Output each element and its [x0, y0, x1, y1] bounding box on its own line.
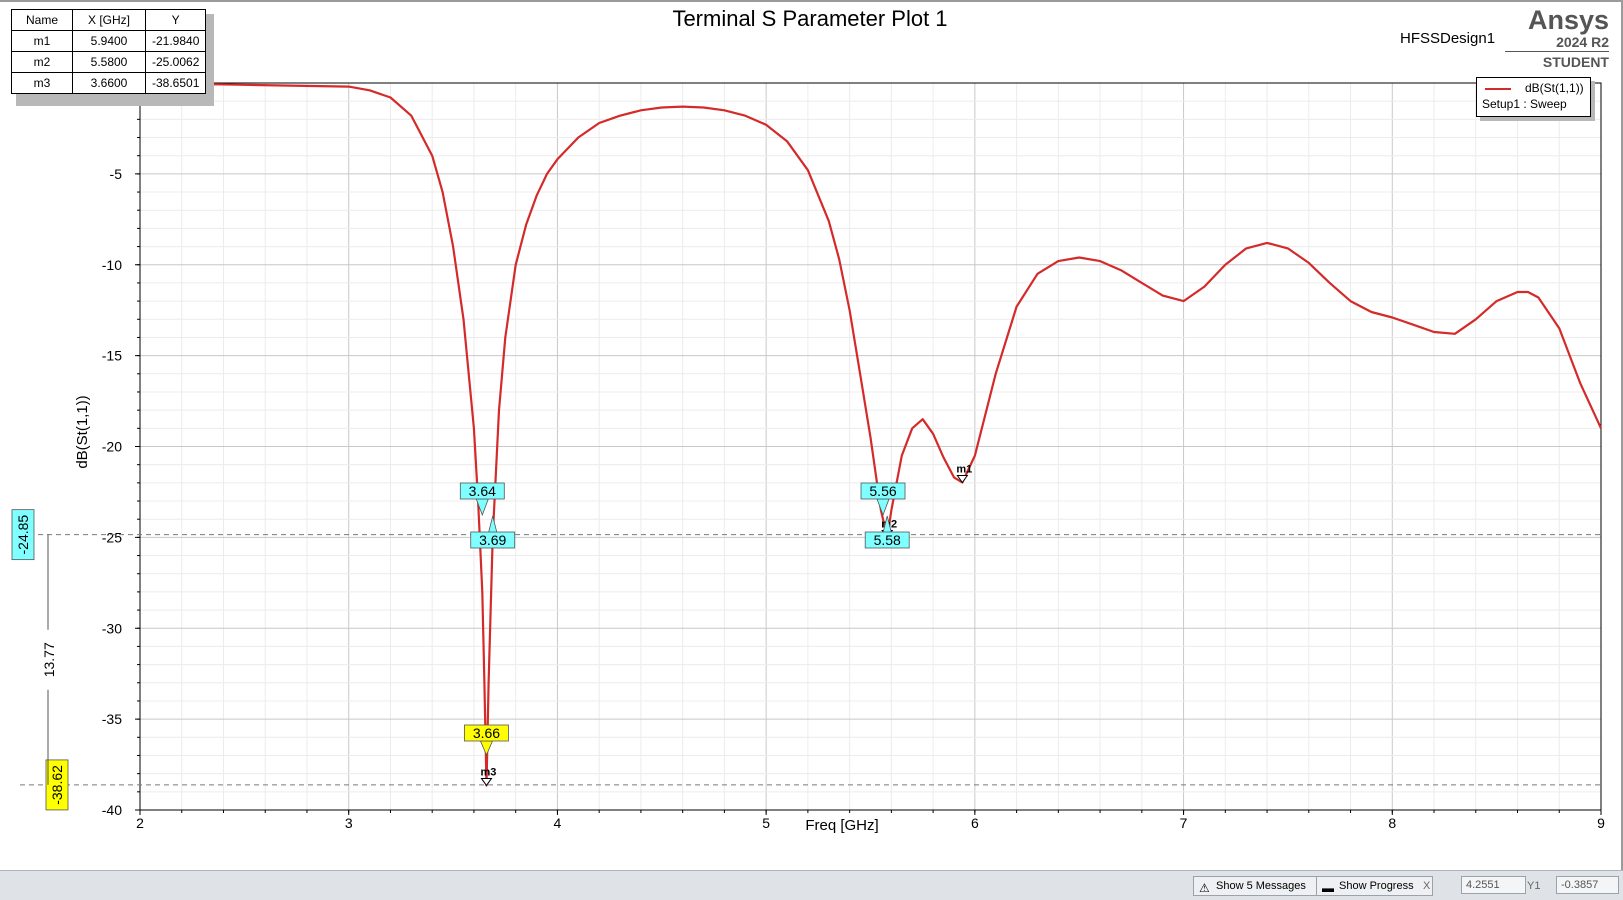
- table-cell: m1: [11, 30, 73, 52]
- y-coord-field[interactable]: -0.3857: [1556, 876, 1619, 894]
- y-tick-label: -40: [102, 802, 122, 818]
- callout-box[interactable]: [864, 531, 910, 549]
- chart-grid: [139, 82, 1602, 811]
- right-border: [1621, 0, 1623, 870]
- brand-logo: Ansys 2024 R2 STUDENT: [1505, 6, 1609, 72]
- x-tick-label: 7: [1180, 815, 1188, 831]
- chart-traces[interactable]: [139, 81, 1602, 787]
- brand-name: Ansys: [1527, 5, 1609, 35]
- y-tick-label: -10: [102, 257, 122, 273]
- table-cell: 3.6600: [72, 72, 146, 94]
- chart-area[interactable]: 2 3 4 5 6 7 8 9 -5 -10 -15 -20 -25 -30 -35 -40 -24.85 -3…: [0, 0, 1623, 870]
- chart-axes: 2 3 4 5 6 7 8 9 -5 -10 -15 -20 -25 -30 -35 -40: [102, 82, 1605, 831]
- marker-label: m1: [956, 464, 972, 476]
- table-cell: 5.9400: [72, 30, 146, 52]
- table-row: m3 3.6600 -38.6501: [11, 72, 207, 94]
- callout-pointer: [479, 740, 494, 757]
- chart-annotations[interactable]: m1m2m33.643.695.565.583.66: [459, 464, 972, 787]
- marker-table-header: Name X [GHz] Y: [11, 9, 207, 31]
- callout-label: 3.69: [479, 532, 506, 548]
- table-cell: m2: [11, 51, 73, 73]
- table-cell: -38.6501: [144, 72, 207, 94]
- plot-title: Terminal S Parameter Plot 1: [672, 6, 948, 31]
- y-axis-label: dB(St(1,1)): [74, 395, 91, 468]
- brand-edition: STUDENT: [1542, 54, 1609, 70]
- status-bar: ⚠ Show 5 Messages ▬ Show Progress X 4.25…: [0, 870, 1623, 900]
- reference-label-box: [11, 509, 35, 561]
- callout-box[interactable]: [470, 531, 516, 549]
- reference-label: -38.62: [49, 765, 65, 805]
- y-coord-label: Y1: [1527, 880, 1541, 892]
- callout-box[interactable]: [464, 724, 509, 742]
- design-name: HFSSDesign1: [1400, 30, 1496, 47]
- reference-label: -24.85: [15, 515, 31, 555]
- x-tick-label: 6: [971, 815, 979, 831]
- marker-table[interactable]: Name X [GHz] Y m1 5.9400 -21.9840 m2 5.5…: [11, 9, 214, 106]
- callout-label: 3.64: [469, 483, 496, 499]
- x-coord-label: X: [1423, 880, 1431, 892]
- x-tick-label: 4: [554, 815, 562, 831]
- y-tick-label: -30: [102, 620, 122, 636]
- callout-box[interactable]: [459, 482, 505, 500]
- callout-box[interactable]: [860, 482, 906, 500]
- brand-version: 2024 R2: [1505, 34, 1609, 52]
- callout-label: 5.56: [869, 483, 896, 499]
- table-cell: -21.9840: [144, 30, 207, 52]
- marker-data-table: Name X [GHz] Y m1 5.9400 -21.9840 m2 5.5…: [11, 9, 207, 94]
- callout-pointer: [876, 498, 890, 517]
- x-tick-label: 5: [762, 815, 770, 831]
- reference-lines: -24.85 -38.62 13.77: [11, 509, 1601, 811]
- table-cell: m3: [11, 72, 73, 94]
- x-tick-label: 3: [345, 815, 353, 831]
- show-progress-label: Show Progress: [1339, 880, 1414, 892]
- callout-label: 5.58: [874, 532, 901, 548]
- col-header-x: X [GHz]: [72, 9, 146, 31]
- reference-label-box: [45, 759, 69, 811]
- x-coord-field[interactable]: 4.2551: [1461, 876, 1526, 894]
- table-row: m2 5.5800 -25.0062: [11, 51, 207, 73]
- callout-label: 3.66: [473, 725, 500, 741]
- marker-triangle[interactable]: [956, 475, 969, 484]
- show-messages-button[interactable]: ⚠ Show 5 Messages: [1193, 876, 1330, 896]
- show-messages-label: Show 5 Messages: [1216, 880, 1306, 892]
- legend-swatch: [1485, 88, 1511, 90]
- x-tick-label: 2: [136, 815, 144, 831]
- legend-series-name: dB(St(1,1)): [1525, 81, 1584, 95]
- marker-triangle[interactable]: [480, 777, 493, 787]
- col-header-name: Name: [11, 9, 73, 31]
- x-axis-label: Freq [GHz]: [805, 817, 878, 834]
- marker-label: m3: [481, 766, 497, 778]
- delta-label: 13.77: [41, 642, 57, 677]
- table-row: m1 5.9400 -21.9840: [11, 30, 207, 52]
- y-tick-label: -25: [102, 529, 122, 545]
- x-tick-label: 9: [1597, 815, 1605, 831]
- table-cell: 5.5800: [72, 51, 146, 73]
- table-cell: -25.0062: [144, 51, 207, 73]
- warning-icon: ⚠: [1199, 881, 1210, 895]
- top-border: [0, 0, 1623, 2]
- progress-icon: ▬: [1322, 881, 1334, 895]
- y-tick-label: -35: [102, 711, 122, 727]
- legend-setup-name: Setup1 : Sweep: [1482, 97, 1567, 111]
- series-line[interactable]: [139, 81, 1602, 787]
- y-tick-label: -15: [102, 348, 122, 364]
- x-tick-label: 8: [1388, 815, 1396, 831]
- chart-legend[interactable]: dB(St(1,1)) Setup1 : Sweep: [1476, 77, 1591, 117]
- y-tick-label: -20: [102, 439, 122, 455]
- col-header-y: Y: [144, 9, 207, 31]
- y-tick-label: -5: [110, 166, 123, 182]
- show-progress-button[interactable]: ▬ Show Progress: [1316, 876, 1433, 896]
